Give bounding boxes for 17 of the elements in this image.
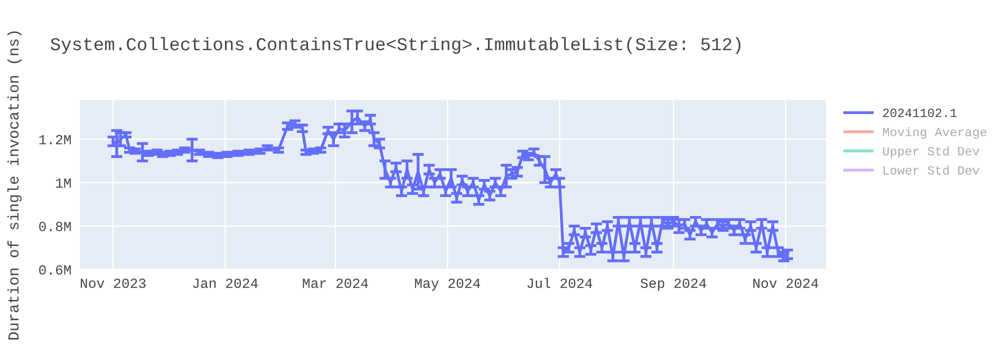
y-tick-label: 0.6M [39, 265, 71, 275]
legend-label: Moving Average [882, 127, 986, 139]
y-tick-label: 1M [56, 178, 71, 188]
x-tick-label: Jan 2024 [193, 278, 258, 288]
chart-title: System.Collections.ContainsTrue<String>.ImmutableList(Size: 512) [50, 37, 740, 54]
x-tick-label: Jul 2024 [527, 278, 592, 288]
x-tick-label: Mar 2024 [302, 278, 368, 288]
legend-label: Upper Std Dev [883, 146, 980, 158]
x-tick-label: May 2024 [415, 278, 480, 291]
x-tick-label: Nov 2024 [753, 278, 818, 288]
legend-label: 20241102.1 [883, 108, 957, 118]
legend-label: Lower Std Dev [884, 165, 980, 175]
x-tick-label: Nov 2023 [80, 278, 146, 288]
x-tick-label: Sep 2024 [640, 278, 706, 291]
y-tick-label: 1.2M [39, 134, 71, 144]
y-axis-title: Duration of single invocation (ns) [7, 32, 22, 340]
y-tick-label: 0.8M [39, 222, 71, 232]
